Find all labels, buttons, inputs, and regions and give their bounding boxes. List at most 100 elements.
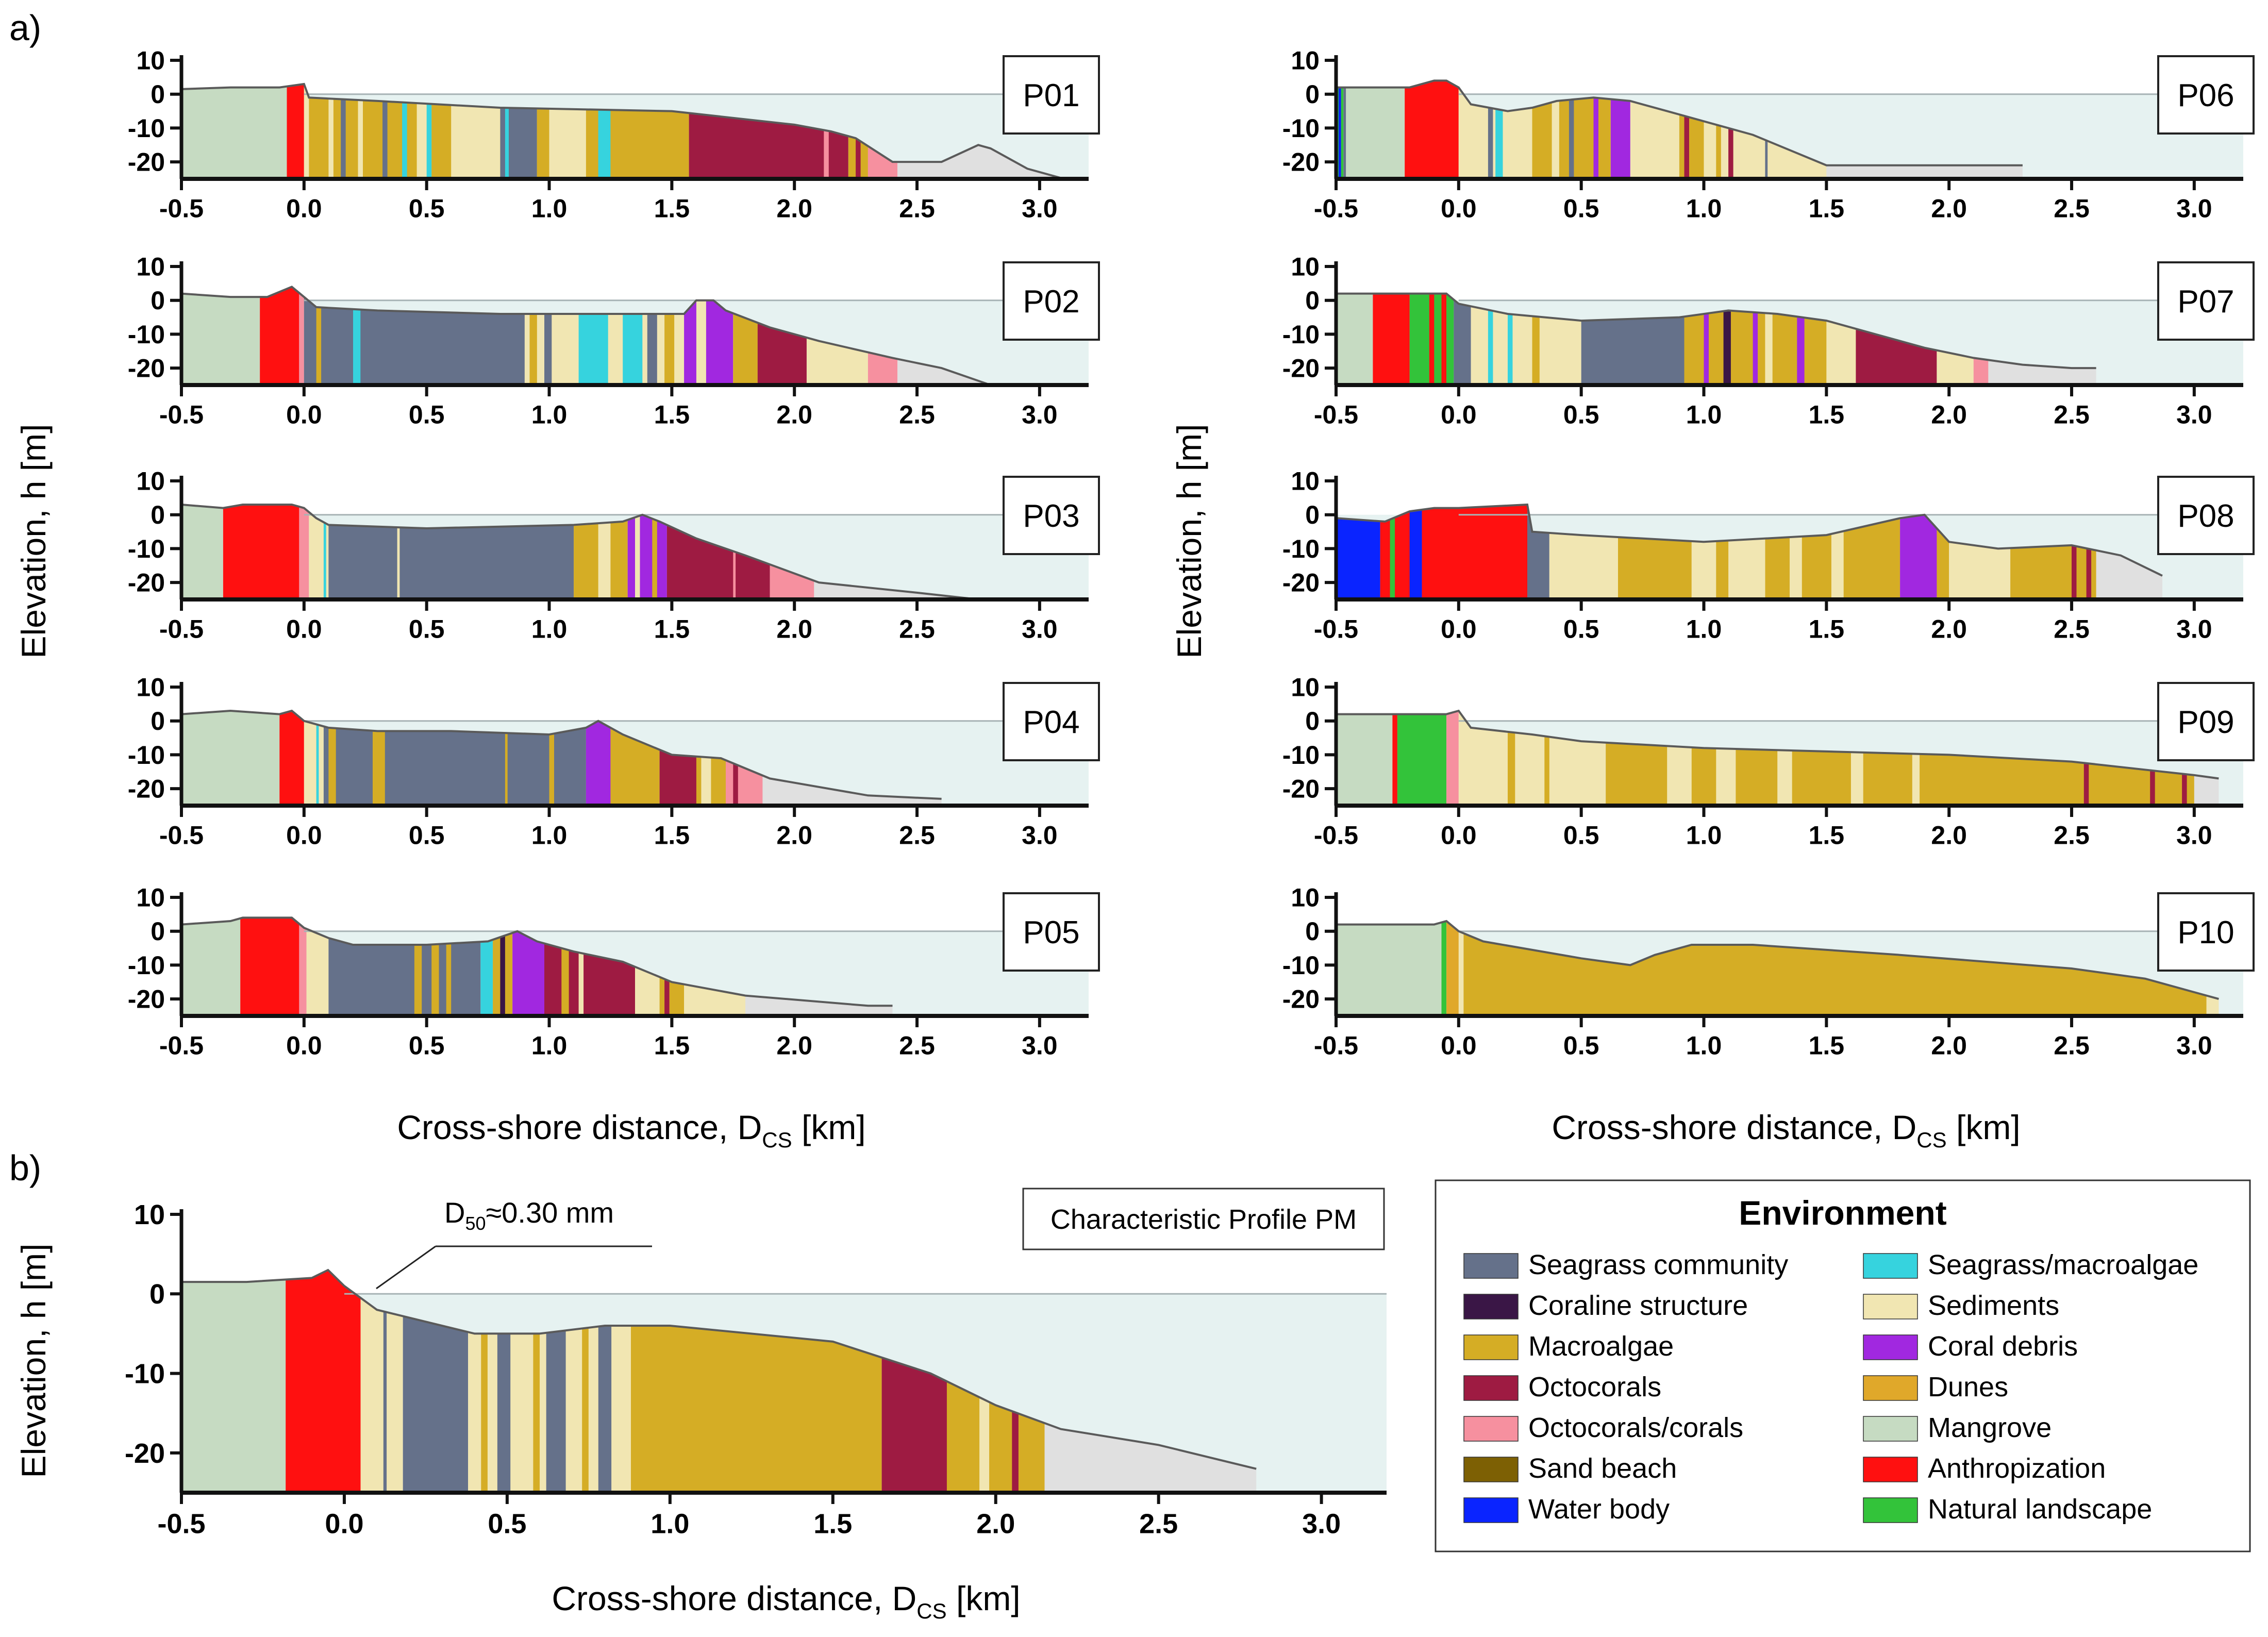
x-tick-label-P05-6: 2.5 xyxy=(899,1031,935,1060)
band-P10-1 xyxy=(1441,921,1446,1016)
x-tick-label-P05-0: -0.5 xyxy=(159,1031,204,1060)
y-tick-label-P10-1: 0 xyxy=(1305,917,1320,946)
legend-label-1: Seagrass/macroalgae xyxy=(1928,1249,2198,1280)
y-axis-label-left: Elevation, h [m] xyxy=(14,424,53,659)
stripe-P01-6 xyxy=(426,84,432,179)
legend-swatch-6 xyxy=(1463,1375,1519,1401)
profile-line-P01 xyxy=(181,82,1064,180)
y-tick-label-P07-3: -20 xyxy=(1282,354,1320,383)
chart-P05: 10 0 -10 -20 -0.5 0.0 0.5 1.0 1.5 2.0 2.5 3.0 P05 xyxy=(128,883,1100,1060)
y-tick-label-P08-1: 0 xyxy=(1305,500,1320,529)
title-box-P05 xyxy=(1003,892,1100,972)
legend-swatch-8 xyxy=(1463,1416,1519,1442)
legend-box xyxy=(1435,1179,2251,1552)
profile-line-P06 xyxy=(1336,79,2023,166)
legend-label-2: Coraline structure xyxy=(1528,1290,1748,1321)
band-P02-1 xyxy=(260,287,299,385)
profile-line-P07 xyxy=(1336,292,2096,370)
band-P01-2 xyxy=(304,84,309,179)
stripe-P04-0 xyxy=(316,711,319,806)
x-tick-label-P03-3: 1.0 xyxy=(531,615,568,644)
x-tick-label-P01-0: -0.5 xyxy=(159,194,204,223)
x-tick-label-P08-1: 0.0 xyxy=(1441,615,1477,644)
chart-title-P05: P05 xyxy=(1023,915,1079,950)
chart-title-P06: P06 xyxy=(2177,78,2234,113)
legend-swatch-4 xyxy=(1463,1334,1519,1360)
y-axis-label-right: Elevation, h [m] xyxy=(1170,424,1208,659)
stripe-PM-5 xyxy=(546,1270,566,1493)
band-P03-2 xyxy=(299,505,309,599)
band-P04-2 xyxy=(304,711,324,806)
legend-swatch-13 xyxy=(1863,1497,1918,1523)
x-tick-label-P01-7: 3.0 xyxy=(1022,194,1058,223)
band-P06-5 xyxy=(1610,80,1630,179)
x-tick-label-P04-1: 0.0 xyxy=(286,821,322,850)
stripe-P01-8 xyxy=(505,84,509,179)
legend-swatch-12 xyxy=(1463,1497,1519,1523)
chart-P08: 10 0 -10 -20 -0.5 0.0 0.5 1.0 1.5 2.0 2.5 3.0 P08 xyxy=(1282,467,2255,644)
legend-swatch-3 xyxy=(1863,1294,1918,1319)
band-PM-1 xyxy=(286,1270,361,1493)
stripe-P09-0 xyxy=(1508,711,1515,806)
stripe-P05-3 xyxy=(500,917,505,1016)
stripe-P06-3 xyxy=(1488,80,1493,179)
x-tick-label-P09-3: 1.0 xyxy=(1686,821,1722,850)
x-tick-label-P09-2: 0.5 xyxy=(1563,821,1599,850)
band-P02-0 xyxy=(181,287,260,385)
stripe-P01-2 xyxy=(358,84,363,179)
stripe-P01-4 xyxy=(402,84,407,179)
band-P01-1 xyxy=(287,84,304,179)
legend-label-0: Seagrass community xyxy=(1528,1249,1788,1280)
x-axis-label-right: Cross-shore distance, DCS [km] xyxy=(1552,1108,2020,1152)
x-tick-label-P02-4: 1.5 xyxy=(654,400,690,429)
profile-line-PM xyxy=(181,1268,1257,1470)
chart-title-P07: P07 xyxy=(2177,284,2234,320)
legend-label-13: Natural landscape xyxy=(1928,1494,2152,1525)
legend-swatch-1 xyxy=(1863,1253,1918,1279)
x-tick-label-P05-1: 0.0 xyxy=(286,1031,322,1060)
band-P09-0 xyxy=(1336,711,1393,806)
x-tick-label-P08-2: 0.5 xyxy=(1563,615,1599,644)
x-tick-label-P03-0: -0.5 xyxy=(159,615,204,644)
x-tick-label-P10-0: -0.5 xyxy=(1314,1031,1358,1060)
y-tick-label-P09-0: 10 xyxy=(1291,673,1320,702)
band-P03-6 xyxy=(627,505,667,599)
y-tick-label-P10-3: -20 xyxy=(1282,985,1320,1014)
band-P05-1 xyxy=(240,917,299,1016)
x-tick-label-PM-6: 2.5 xyxy=(1139,1509,1178,1540)
y-tick-label-P07-0: 10 xyxy=(1291,253,1320,281)
legend-label-8: Octocorals/corals xyxy=(1528,1412,1743,1443)
y-tick-label-P03-2: -10 xyxy=(128,534,165,563)
x-tick-label-P04-4: 1.5 xyxy=(654,821,690,850)
profile-line-P03 xyxy=(181,504,979,600)
y-tick-label-PM-2: -10 xyxy=(125,1358,165,1389)
x-tick-label-P07-4: 1.5 xyxy=(1809,400,1845,429)
y-axis-label-bottom: Elevation, h [m] xyxy=(14,1244,53,1478)
x-tick-label-P10-1: 0.0 xyxy=(1441,1031,1477,1060)
x-tick-label-P06-2: 0.5 xyxy=(1563,194,1599,223)
x-tick-label-P10-3: 1.0 xyxy=(1686,1031,1722,1060)
x-tick-label-P01-5: 2.0 xyxy=(776,194,812,223)
y-tick-label-P09-2: -10 xyxy=(1282,741,1320,770)
band-P04-1 xyxy=(279,711,304,806)
x-tick-label-PM-5: 2.0 xyxy=(976,1509,1015,1540)
x-tick-label-P05-3: 1.0 xyxy=(531,1031,568,1060)
x-tick-label-P01-1: 0.0 xyxy=(286,194,322,223)
x-tick-label-P10-4: 1.5 xyxy=(1809,1031,1845,1060)
stripe-P03-0 xyxy=(323,505,326,599)
band-P01-0 xyxy=(181,84,287,179)
x-tick-label-P03-2: 0.5 xyxy=(409,615,445,644)
chart-P01: 10 0 -10 -20 -0.5 0.0 0.5 1.0 1.5 2.0 2.5 3.0 P01 xyxy=(128,46,1100,223)
x-tick-label-P08-5: 2.0 xyxy=(1931,615,1967,644)
x-tick-label-PM-2: 0.5 xyxy=(488,1509,526,1540)
x-tick-label-P04-0: -0.5 xyxy=(159,821,204,850)
profile-line-P10 xyxy=(1336,920,2219,1000)
y-tick-label-P03-0: 10 xyxy=(136,467,165,496)
stripe-P04-3 xyxy=(505,711,508,806)
x-tick-label-PM-7: 3.0 xyxy=(1302,1509,1341,1540)
band-P09-2 xyxy=(1397,711,1446,806)
x-tick-label-P02-3: 1.0 xyxy=(531,400,568,429)
x-tick-label-P06-7: 3.0 xyxy=(2176,194,2212,223)
chart-title-P09: P09 xyxy=(2177,705,2234,740)
x-tick-label-P06-4: 1.5 xyxy=(1809,194,1845,223)
